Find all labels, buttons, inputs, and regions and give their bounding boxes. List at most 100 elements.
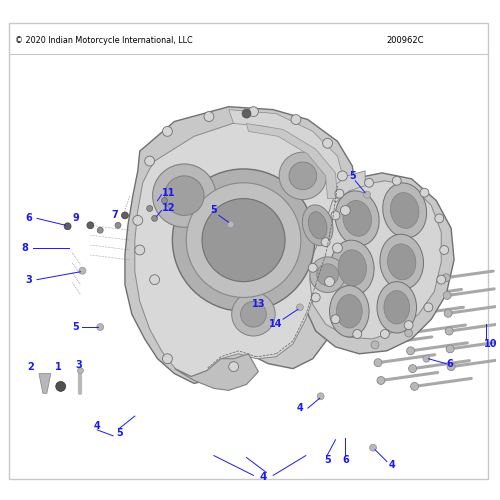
Text: 1: 1 (56, 362, 62, 372)
Circle shape (78, 368, 84, 374)
Ellipse shape (336, 191, 379, 246)
Circle shape (308, 264, 317, 272)
Circle shape (240, 302, 266, 327)
Ellipse shape (302, 205, 333, 246)
Polygon shape (328, 171, 365, 202)
Circle shape (364, 178, 374, 187)
Circle shape (400, 294, 408, 302)
Circle shape (97, 324, 103, 330)
Text: 4: 4 (388, 460, 395, 470)
Circle shape (364, 191, 370, 198)
Circle shape (445, 327, 453, 335)
Circle shape (232, 292, 275, 336)
Circle shape (164, 176, 204, 216)
Ellipse shape (330, 286, 369, 337)
Text: 2: 2 (28, 362, 34, 372)
Circle shape (172, 169, 314, 312)
Circle shape (228, 362, 238, 372)
Circle shape (392, 176, 401, 186)
Text: 4: 4 (260, 472, 267, 482)
Circle shape (420, 188, 429, 197)
Circle shape (435, 214, 444, 223)
Ellipse shape (338, 250, 366, 286)
Circle shape (338, 171, 347, 181)
Circle shape (321, 238, 330, 246)
Circle shape (122, 212, 128, 219)
Circle shape (443, 292, 451, 300)
Circle shape (437, 275, 446, 284)
Circle shape (152, 216, 158, 222)
Circle shape (56, 382, 66, 392)
Text: 13: 13 (252, 300, 265, 310)
Circle shape (289, 162, 316, 190)
Text: 4: 4 (94, 421, 100, 431)
Circle shape (371, 341, 379, 349)
Polygon shape (303, 173, 454, 354)
Circle shape (79, 268, 86, 274)
Text: 11: 11 (162, 188, 175, 198)
Text: 9: 9 (72, 214, 79, 224)
Circle shape (317, 393, 324, 400)
Circle shape (312, 293, 320, 302)
Circle shape (408, 364, 416, 372)
Text: 8: 8 (22, 243, 29, 253)
Circle shape (202, 198, 285, 281)
Circle shape (162, 126, 172, 136)
Circle shape (242, 109, 251, 118)
Circle shape (115, 222, 121, 228)
Text: 200962C: 200962C (387, 36, 424, 45)
Text: 5: 5 (210, 206, 218, 216)
Circle shape (410, 382, 418, 390)
Circle shape (291, 114, 301, 124)
Circle shape (150, 274, 160, 284)
Circle shape (402, 312, 410, 319)
Circle shape (404, 320, 413, 330)
Circle shape (380, 330, 390, 338)
Ellipse shape (384, 290, 409, 324)
Circle shape (227, 221, 234, 228)
Text: © 2020 Indian Motorcycle International, LLC: © 2020 Indian Motorcycle International, … (15, 36, 193, 45)
Circle shape (374, 358, 382, 366)
Text: 5: 5 (349, 171, 356, 181)
Circle shape (186, 183, 301, 298)
Circle shape (144, 156, 154, 166)
Ellipse shape (343, 200, 372, 236)
Ellipse shape (380, 234, 424, 289)
Circle shape (424, 303, 433, 312)
Text: 3: 3 (26, 274, 32, 284)
Circle shape (368, 323, 376, 331)
Circle shape (152, 164, 216, 228)
Circle shape (316, 264, 338, 285)
Circle shape (377, 376, 385, 384)
Circle shape (404, 329, 412, 337)
Circle shape (162, 354, 172, 364)
Circle shape (133, 216, 142, 226)
Circle shape (331, 211, 340, 220)
Text: 6: 6 (26, 214, 32, 224)
Text: 5: 5 (324, 454, 331, 464)
Circle shape (322, 138, 332, 148)
Circle shape (296, 304, 304, 311)
Polygon shape (39, 374, 51, 394)
Polygon shape (125, 106, 357, 384)
Text: 7: 7 (112, 210, 118, 220)
Polygon shape (174, 354, 258, 391)
Circle shape (353, 330, 362, 338)
Text: 6: 6 (446, 358, 453, 368)
Text: 14: 14 (270, 319, 283, 329)
Circle shape (340, 206, 350, 216)
Text: 5: 5 (116, 428, 123, 438)
Polygon shape (246, 124, 338, 198)
Text: 3: 3 (75, 360, 82, 370)
Circle shape (440, 246, 448, 254)
Text: 6: 6 (342, 454, 348, 464)
Text: 12: 12 (162, 204, 175, 214)
Ellipse shape (377, 282, 416, 333)
Polygon shape (135, 122, 338, 376)
Text: 10: 10 (484, 339, 497, 349)
Circle shape (370, 444, 376, 451)
Circle shape (87, 222, 94, 228)
Ellipse shape (390, 192, 419, 228)
Circle shape (442, 274, 450, 281)
Circle shape (279, 152, 326, 200)
